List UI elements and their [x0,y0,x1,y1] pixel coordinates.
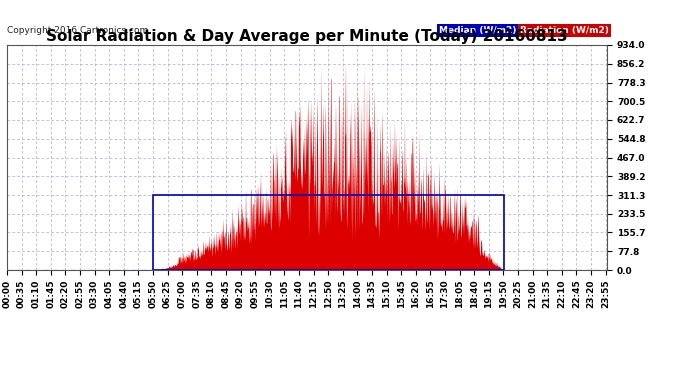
Text: Radiation (W/m2): Radiation (W/m2) [520,26,609,35]
Text: Copyright 2016 Cartronics.com: Copyright 2016 Cartronics.com [7,26,148,35]
Text: Median (W/m2): Median (W/m2) [439,26,517,35]
Bar [153,195,504,270]
Title: Solar Radiation & Day Average per Minute (Today) 20160813: Solar Radiation & Day Average per Minute… [46,29,568,44]
